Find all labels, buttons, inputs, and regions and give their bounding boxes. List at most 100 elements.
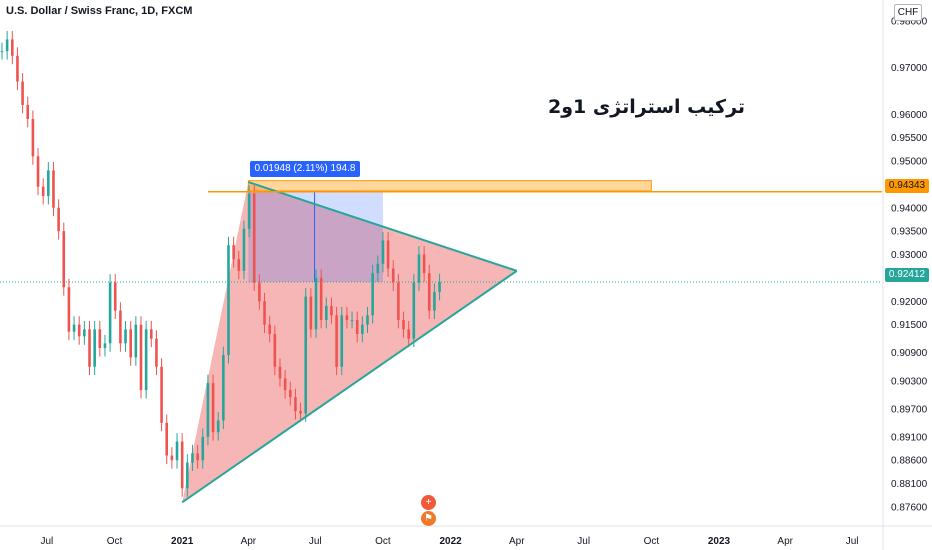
y-tick-label: 0.94000	[891, 203, 928, 214]
price-range-measure-label[interactable]: 0.01948 (2.11%) 194.8	[250, 161, 360, 177]
candle	[201, 436, 205, 461]
candle	[433, 291, 436, 311]
y-tick-label: 0.92000	[891, 297, 928, 308]
currency-label[interactable]: CHF	[894, 4, 922, 21]
candle	[10, 39, 14, 56]
candle	[67, 287, 71, 332]
candle	[186, 462, 189, 489]
candle	[361, 324, 364, 334]
candle	[309, 296, 313, 330]
candle	[273, 334, 277, 367]
candle	[165, 422, 169, 456]
candle	[149, 329, 153, 339]
candle	[438, 282, 441, 292]
candle	[0, 51, 4, 53]
y-tick-label: 0.93000	[891, 250, 928, 261]
overlay-back-layer	[0, 180, 882, 503]
resistance-zone	[247, 180, 652, 192]
candle	[386, 240, 390, 269]
candle	[62, 231, 66, 288]
candle	[288, 390, 292, 398]
candle	[242, 228, 246, 271]
candle	[108, 282, 112, 344]
candle	[252, 193, 256, 283]
symbol-title[interactable]: U.S. Dollar / Swiss Franc, 1D, FXCM	[6, 5, 193, 17]
candle	[196, 453, 199, 461]
price-series-layer	[0, 31, 441, 497]
candle	[26, 104, 30, 119]
y-tick-label: 0.95000	[891, 157, 928, 168]
candle	[407, 329, 410, 339]
candle	[371, 273, 374, 316]
candle	[314, 277, 318, 330]
candle	[175, 441, 179, 461]
candle	[155, 338, 158, 367]
plus-circle-icon[interactable]: +	[421, 495, 436, 510]
candle	[16, 55, 19, 82]
x-tick-label: 2021	[171, 536, 194, 547]
x-tick-label: Jul	[846, 536, 859, 547]
candle	[381, 240, 385, 264]
candle	[88, 329, 91, 367]
candle	[124, 329, 127, 344]
candle	[258, 282, 261, 302]
candle	[319, 277, 323, 320]
y-tick-label: 0.90300	[891, 376, 928, 387]
y-tick-label: 0.88100	[891, 479, 928, 490]
resistance-price-tag: 0.94343	[885, 179, 929, 193]
candle	[139, 324, 143, 391]
triangle-pattern	[182, 182, 517, 503]
candle	[216, 420, 220, 433]
x-tick-label: Jul	[40, 536, 53, 547]
candle	[283, 378, 287, 391]
candle	[294, 397, 297, 412]
x-tick-label: Apr	[241, 536, 257, 547]
x-tick-label: 2022	[439, 536, 462, 547]
candle	[335, 315, 338, 367]
x-tick-label: 2023	[708, 536, 731, 547]
candle	[427, 273, 431, 311]
y-tick-label: 0.88600	[891, 456, 928, 467]
y-tick-label: 0.91500	[891, 320, 928, 331]
candle	[397, 282, 400, 320]
triangle-lower-trendline	[181, 270, 518, 504]
price-range-measure-box	[248, 191, 383, 283]
y-tick-label: 0.97000	[891, 63, 928, 74]
candle	[422, 254, 426, 274]
candle	[36, 156, 40, 187]
candle	[232, 245, 235, 260]
y-tick-label: 0.96000	[891, 110, 928, 121]
candle	[31, 118, 35, 157]
candle	[134, 324, 138, 358]
candle	[57, 207, 60, 232]
strategy-annotation[interactable]: ترکیب استراتژی 1و2	[548, 96, 746, 118]
x-tick-label: Oct	[375, 536, 391, 547]
x-tick-label: Jul	[309, 536, 322, 547]
candle	[21, 81, 24, 105]
candle	[304, 296, 308, 414]
candle	[83, 329, 86, 337]
candle	[222, 355, 225, 421]
candle	[191, 453, 194, 463]
candle	[402, 319, 405, 330]
candle	[376, 263, 380, 274]
x-tick-label: Oct	[644, 536, 660, 547]
candle	[144, 329, 148, 391]
candle	[98, 329, 102, 349]
last-price-tag: 0.92412	[885, 268, 929, 282]
candle	[47, 170, 50, 197]
candle	[299, 411, 302, 414]
y-tick-label: 0.90900	[891, 348, 928, 359]
candle	[391, 268, 395, 283]
candle	[237, 259, 241, 271]
y-tick-label: 0.95500	[891, 133, 928, 144]
candle	[160, 366, 163, 423]
y-tick-label: 0.89100	[891, 432, 928, 443]
flag-circle-icon[interactable]: ⚑	[421, 511, 436, 526]
candle	[417, 254, 421, 283]
candle	[180, 441, 184, 489]
triangle-upper-trendline	[248, 181, 518, 272]
